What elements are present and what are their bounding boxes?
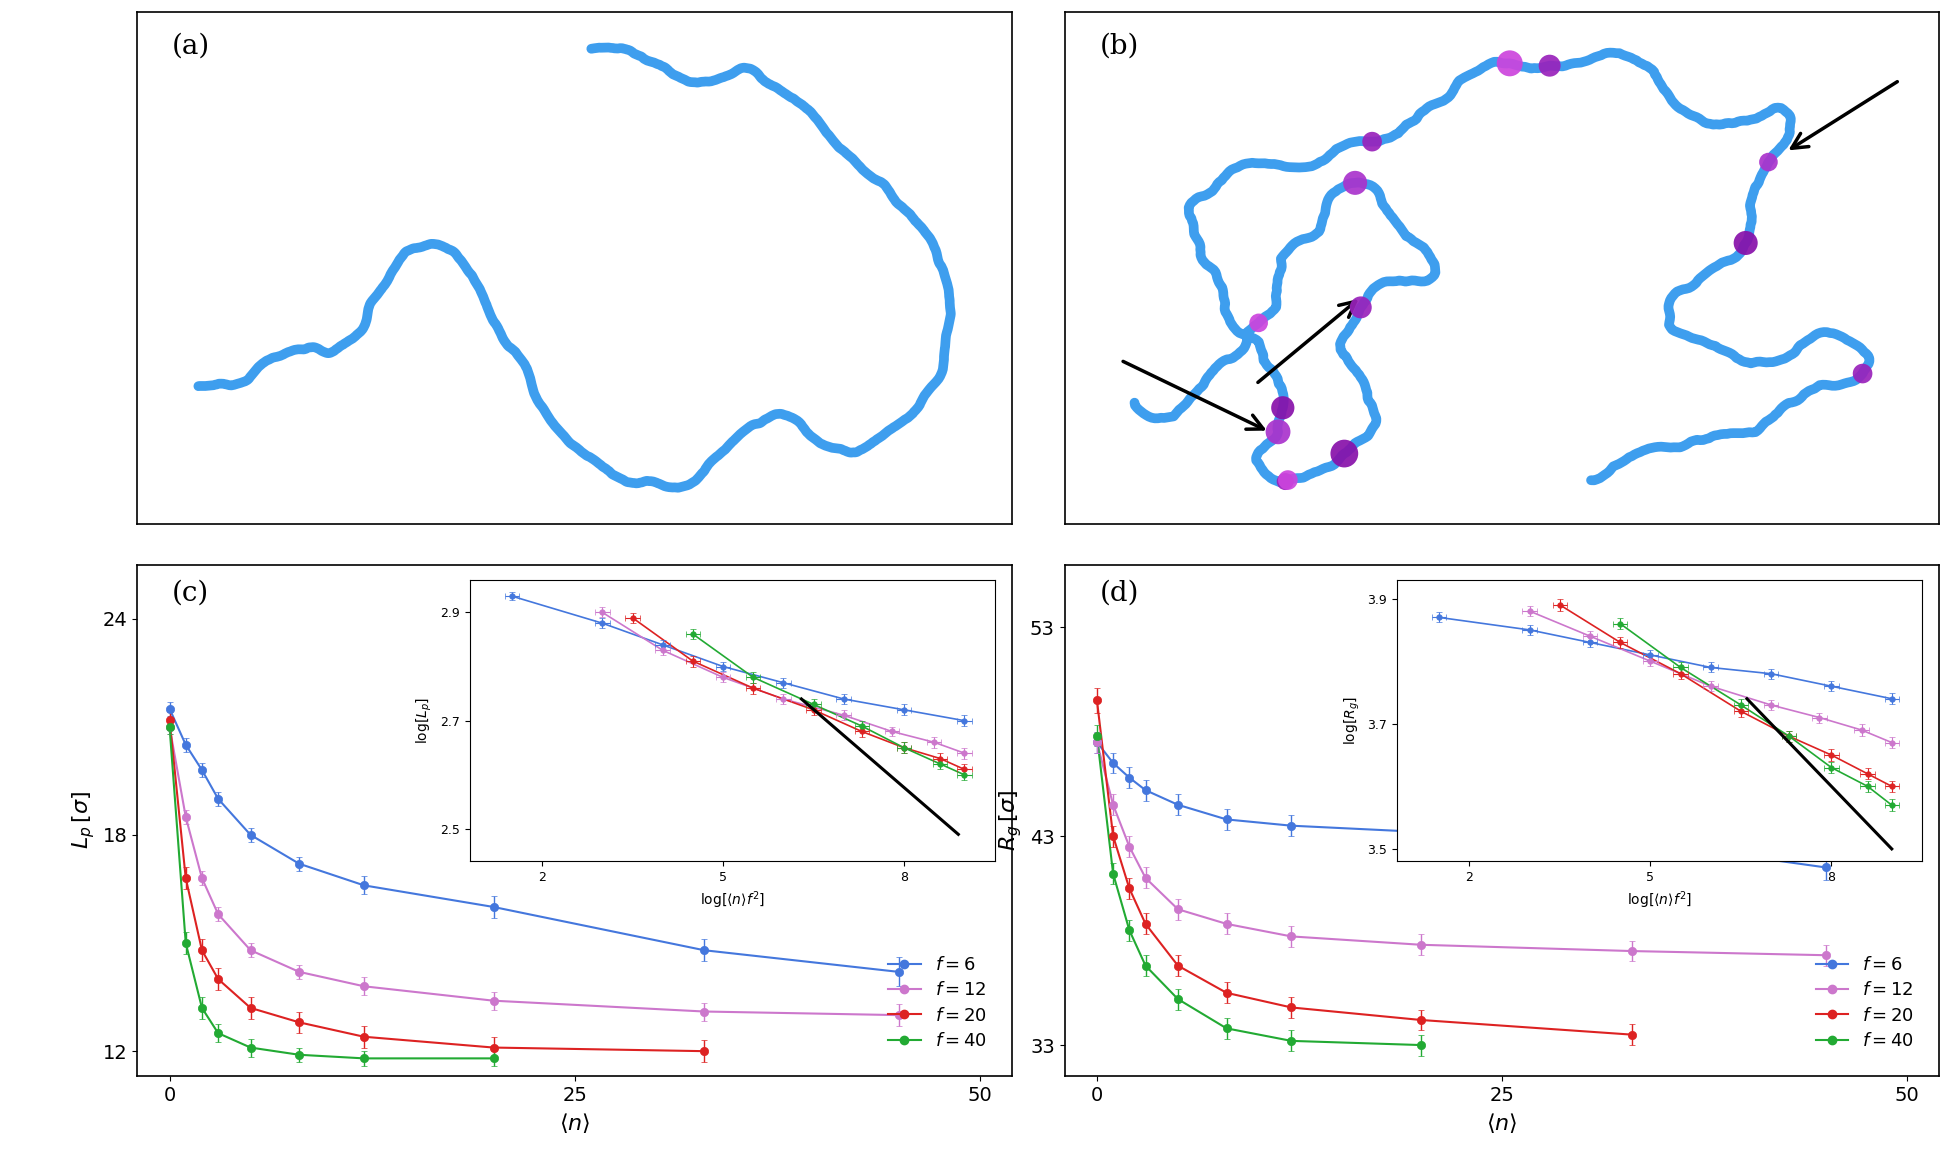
Point: [1534, 56, 1565, 75]
Point: [1356, 132, 1387, 151]
Point: [1262, 422, 1293, 441]
Legend: $f=6$, $f=12$, $f=20$, $f=40$: $f=6$, $f=12$, $f=20$, $f=40$: [882, 949, 995, 1058]
Point: [1328, 445, 1360, 463]
Point: [1340, 173, 1371, 192]
Text: (b): (b): [1099, 33, 1138, 60]
X-axis label: $\langle n \rangle$: $\langle n \rangle$: [1487, 1110, 1518, 1135]
Y-axis label: $R_g\,[\sigma]$: $R_g\,[\sigma]$: [997, 790, 1025, 851]
X-axis label: $\langle n \rangle$: $\langle n \rangle$: [558, 1110, 590, 1135]
Legend: $f=6$, $f=12$, $f=20$, $f=40$: $f=6$, $f=12$, $f=20$, $f=40$: [1808, 949, 1922, 1058]
Point: [1242, 314, 1273, 332]
Point: [1267, 399, 1299, 418]
Point: [1271, 470, 1303, 489]
Point: [1730, 234, 1761, 253]
Point: [1269, 473, 1301, 491]
Y-axis label: $L_p\,[\sigma]$: $L_p\,[\sigma]$: [71, 791, 98, 849]
Text: (c): (c): [172, 580, 210, 607]
Point: [1847, 364, 1879, 383]
Text: (a): (a): [172, 33, 210, 60]
Point: [1346, 298, 1377, 317]
Point: [1495, 54, 1526, 73]
Text: (d): (d): [1099, 580, 1138, 607]
Point: [1753, 153, 1785, 172]
